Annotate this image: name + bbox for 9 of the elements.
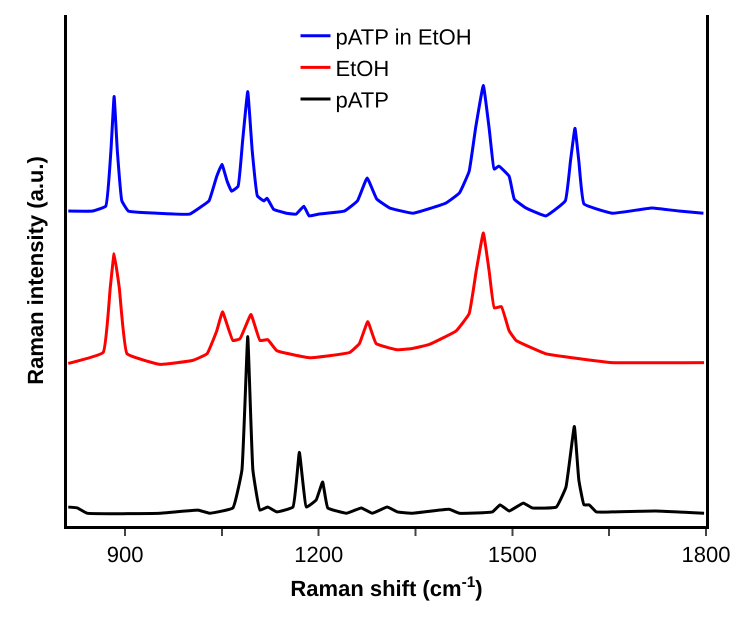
legend-label: EtOH — [336, 56, 390, 81]
x-tick-label: 1500 — [488, 542, 537, 568]
y-axis-title: Raman intensity (a.u.) — [23, 156, 48, 385]
x-tick-label: 1800 — [682, 542, 730, 568]
legend-label: pATP in EtOH — [336, 24, 472, 50]
x-tick-label: 1200 — [294, 542, 344, 568]
x-axis-title: Raman shift (cm$^{-1}$) — [290, 574, 483, 602]
x-tick-label: 900 — [106, 542, 144, 568]
legend-label: pATP — [336, 88, 389, 113]
